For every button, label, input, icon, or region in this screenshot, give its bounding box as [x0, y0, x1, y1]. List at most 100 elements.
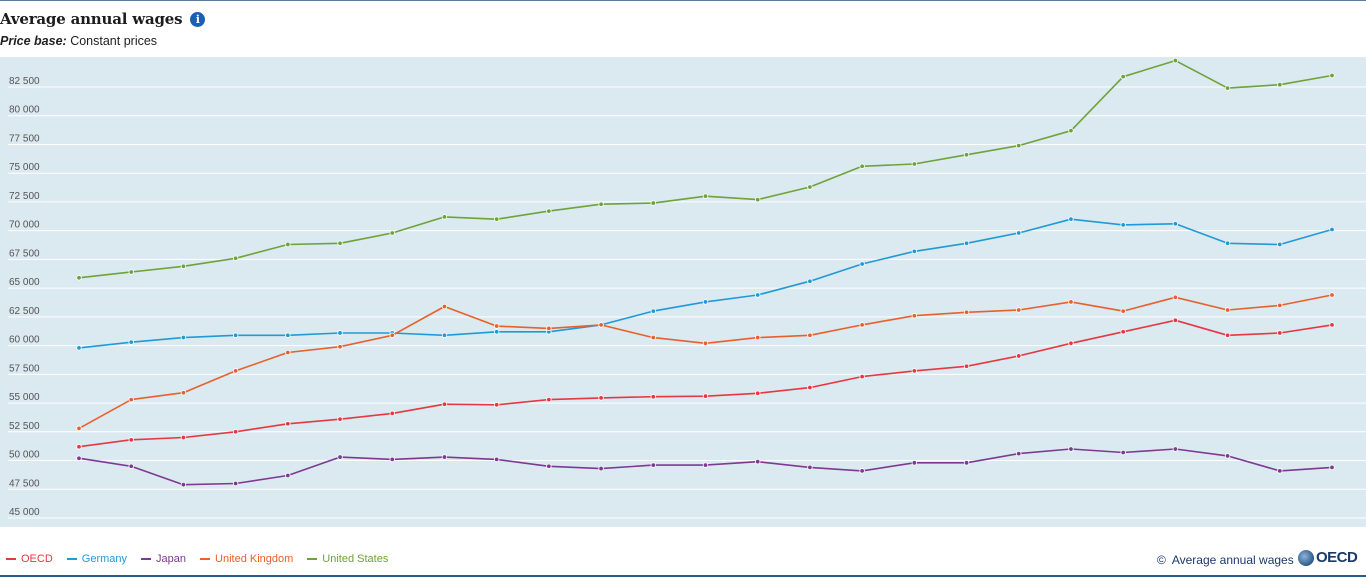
info-icon[interactable]: i: [190, 11, 206, 27]
data-point-united-states: [1120, 73, 1126, 80]
data-point-united-kingdom: [755, 334, 761, 341]
data-point-oecd: [963, 363, 970, 369]
data-point-oecd: [1172, 317, 1179, 324]
data-point-united-states: [546, 208, 552, 214]
data-point-united-states: [859, 163, 865, 170]
oecd-logo-text: OECD: [1316, 549, 1358, 566]
data-point-united-states: [650, 200, 656, 206]
price-base-label: Price base:: [0, 34, 67, 48]
legend-item-germany[interactable]: Germany: [66, 553, 128, 565]
copyright-symbol: ©: [1157, 553, 1166, 567]
plot-background: [0, 57, 1366, 527]
legend-item-oecd[interactable]: OECD: [6, 553, 53, 565]
legend-label: United States: [322, 553, 389, 565]
legend-label: Germany: [81, 553, 128, 565]
data-point-japan: [128, 463, 134, 469]
data-point-united-states: [1329, 72, 1335, 79]
data-point-germany: [337, 330, 343, 336]
series-line-united-kingdom: [78, 294, 1333, 430]
data-point-united-kingdom: [128, 396, 134, 403]
data-point-japan: [650, 462, 656, 468]
y-tick-label: 52 500: [9, 421, 40, 432]
data-point-japan: [963, 460, 970, 466]
data-point-united-states: [285, 241, 291, 248]
data-point-united-states: [755, 196, 761, 203]
data-point-united-kingdom: [1068, 299, 1074, 305]
data-point-germany: [1120, 222, 1126, 228]
data-point-united-kingdom: [1277, 302, 1283, 309]
legend-label: OECD: [21, 553, 53, 565]
data-point-germany: [963, 240, 970, 247]
data-point-united-kingdom: [1329, 292, 1335, 298]
data-point-oecd: [76, 444, 82, 450]
data-point-united-states: [598, 201, 604, 207]
data-point-japan: [232, 480, 239, 487]
data-point-oecd: [1016, 353, 1022, 359]
data-point-united-states: [493, 216, 500, 222]
data-point-oecd: [1329, 322, 1335, 328]
data-point-japan: [1329, 464, 1335, 471]
data-point-germany: [1277, 241, 1283, 248]
y-tick-label: 60 000: [9, 335, 40, 346]
legend-swatch: [200, 558, 211, 560]
oecd-logo[interactable]: OECD: [1298, 549, 1358, 566]
data-point-japan: [1172, 446, 1179, 452]
source-link[interactable]: Average annual wages: [1171, 553, 1294, 567]
data-point-germany: [911, 248, 918, 255]
data-point-united-states: [128, 269, 134, 275]
data-point-oecd: [702, 393, 709, 399]
data-point-united-kingdom: [232, 368, 239, 374]
data-point-oecd: [285, 421, 291, 427]
chart-subtitle: Price base: Constant prices: [0, 34, 205, 48]
data-point-united-states: [702, 193, 709, 199]
data-point-united-states: [911, 161, 918, 167]
legend-item-united-kingdom[interactable]: United Kingdom: [200, 553, 293, 565]
data-point-japan: [389, 456, 395, 463]
data-point-germany: [807, 278, 813, 284]
data-point-japan: [1068, 446, 1074, 452]
data-point-japan: [76, 455, 82, 461]
data-point-japan: [911, 460, 918, 466]
y-tick-label: 50 000: [9, 450, 40, 461]
data-point-united-kingdom: [76, 425, 82, 432]
legend-swatch: [307, 558, 318, 560]
data-point-japan: [285, 472, 291, 479]
data-point-japan: [1120, 449, 1126, 456]
data-point-oecd: [493, 402, 500, 408]
data-point-germany: [859, 261, 865, 267]
data-point-japan: [441, 454, 448, 460]
data-point-germany: [1172, 221, 1179, 227]
data-point-germany: [285, 332, 291, 338]
data-point-oecd: [755, 390, 761, 396]
legend-label: United Kingdom: [215, 553, 294, 565]
data-point-japan: [180, 481, 187, 488]
data-point-united-kingdom: [180, 390, 187, 396]
data-point-united-kingdom: [702, 340, 709, 347]
data-point-oecd: [911, 368, 918, 374]
title-row: Average annual wages i: [0, 10, 206, 28]
data-point-united-states: [1016, 142, 1022, 149]
data-point-united-kingdom: [807, 332, 813, 338]
data-point-japan: [546, 463, 552, 469]
data-point-germany: [1016, 230, 1022, 236]
data-point-oecd: [232, 429, 239, 435]
y-tick-label: 80 000: [9, 105, 40, 116]
data-point-japan: [598, 465, 604, 472]
data-point-united-kingdom: [337, 344, 343, 350]
data-point-oecd: [1224, 332, 1231, 338]
legend-item-united-states[interactable]: United States: [307, 553, 388, 565]
legend-item-japan[interactable]: Japan: [141, 553, 186, 565]
data-point-united-states: [441, 214, 448, 220]
data-point-germany: [232, 332, 239, 338]
data-point-united-kingdom: [598, 322, 604, 328]
y-tick-label: 57 500: [9, 363, 40, 374]
y-tick-label: 47 500: [9, 478, 40, 489]
data-point-oecd: [546, 396, 552, 403]
data-point-united-kingdom: [1172, 294, 1179, 301]
chart-title: Average annual wages: [0, 10, 183, 28]
data-point-united-kingdom: [911, 313, 918, 319]
price-base-value: Constant prices: [70, 34, 158, 48]
data-point-oecd: [389, 410, 395, 417]
data-point-oecd: [441, 401, 448, 407]
data-point-oecd: [180, 434, 187, 441]
